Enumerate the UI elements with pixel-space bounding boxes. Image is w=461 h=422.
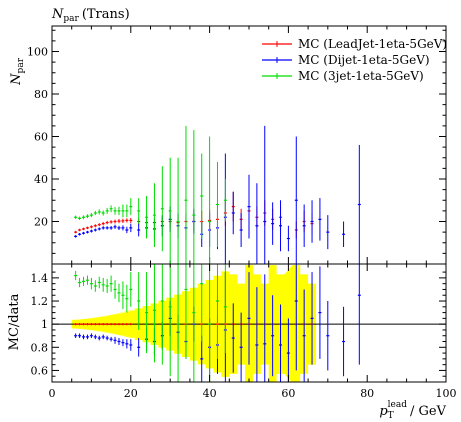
x-tick-label: 60 (281, 387, 295, 400)
main-y-tick-label: 40 (34, 173, 48, 186)
main-y-tick-label: 100 (27, 46, 48, 59)
title-subscript: par (63, 14, 79, 24)
main-series-group (74, 125, 361, 264)
main-ylabel-subscript: par (16, 57, 26, 73)
x-tick-label: 20 (124, 387, 138, 400)
ratio-series-2 (74, 264, 227, 382)
main-y-tick-label: 80 (34, 88, 48, 101)
main-y-ticks: 20 40 60 80 100 (27, 26, 447, 264)
legend-label: MC (3jet-1eta-5GeV) (298, 69, 424, 83)
svg-text:Npar(Trans): Npar (Trans) (51, 7, 130, 24)
ratio-ylabel: MC/data (7, 293, 22, 350)
svg-text:Npar: Npar (9, 57, 26, 86)
main-y-axis-label: Npar (9, 57, 26, 86)
x-tick-label: 40 (203, 387, 217, 400)
ratio-panel: 0.6 0.8 1 1.2 1.4 0 20 40 60 80 100 (31, 263, 457, 400)
ratio-y-tick-label: 1 (41, 318, 48, 331)
x-tick-label: 0 (49, 387, 56, 400)
ratio-y-axis-label: MC/data (7, 293, 22, 350)
svg-text:pTlead/ GeV: pTlead / GeV (379, 400, 446, 421)
legend: MC (LeadJet-1eta-5GeV) MC (Dijet-1eta-5Ge… (262, 37, 447, 83)
legend-label: MC (LeadJet-1eta-5GeV) (298, 37, 447, 51)
main-y-tick-label: 20 (34, 216, 48, 229)
x-axis-label: pTlead / GeV (379, 400, 446, 421)
ratio-y-tick-label: 0.8 (31, 341, 49, 354)
title-symbol: N (51, 7, 64, 22)
ratio-series-group (74, 264, 361, 382)
x-tick-label: 80 (360, 387, 374, 400)
x-tick-label: 100 (436, 387, 457, 400)
xlabel-superscript: lead (388, 400, 408, 410)
main-ylabel-symbol: N (9, 73, 24, 86)
ratio-y-tick-label: 0.6 (31, 364, 49, 377)
ratio-ticks: 0.6 0.8 1 1.2 1.4 0 20 40 60 80 100 (31, 264, 457, 400)
xlabel-symbol: p (379, 404, 388, 419)
main-panel: 20 40 60 80 100 (27, 25, 447, 265)
ratio-y-tick-label: 1.4 (31, 272, 49, 285)
xlabel-unit: / GeV (410, 404, 447, 419)
main-y-tick-label: 60 (34, 131, 48, 144)
xlabel-subscript: T (388, 411, 394, 421)
legend-label: MC (Dijet-1eta-5GeV) (298, 53, 430, 67)
ratio-y-tick-label: 1.2 (31, 295, 49, 308)
title-suffix: (Trans) (82, 7, 130, 22)
main-series-2 (74, 125, 227, 264)
title: Npar (Trans) (51, 7, 130, 24)
